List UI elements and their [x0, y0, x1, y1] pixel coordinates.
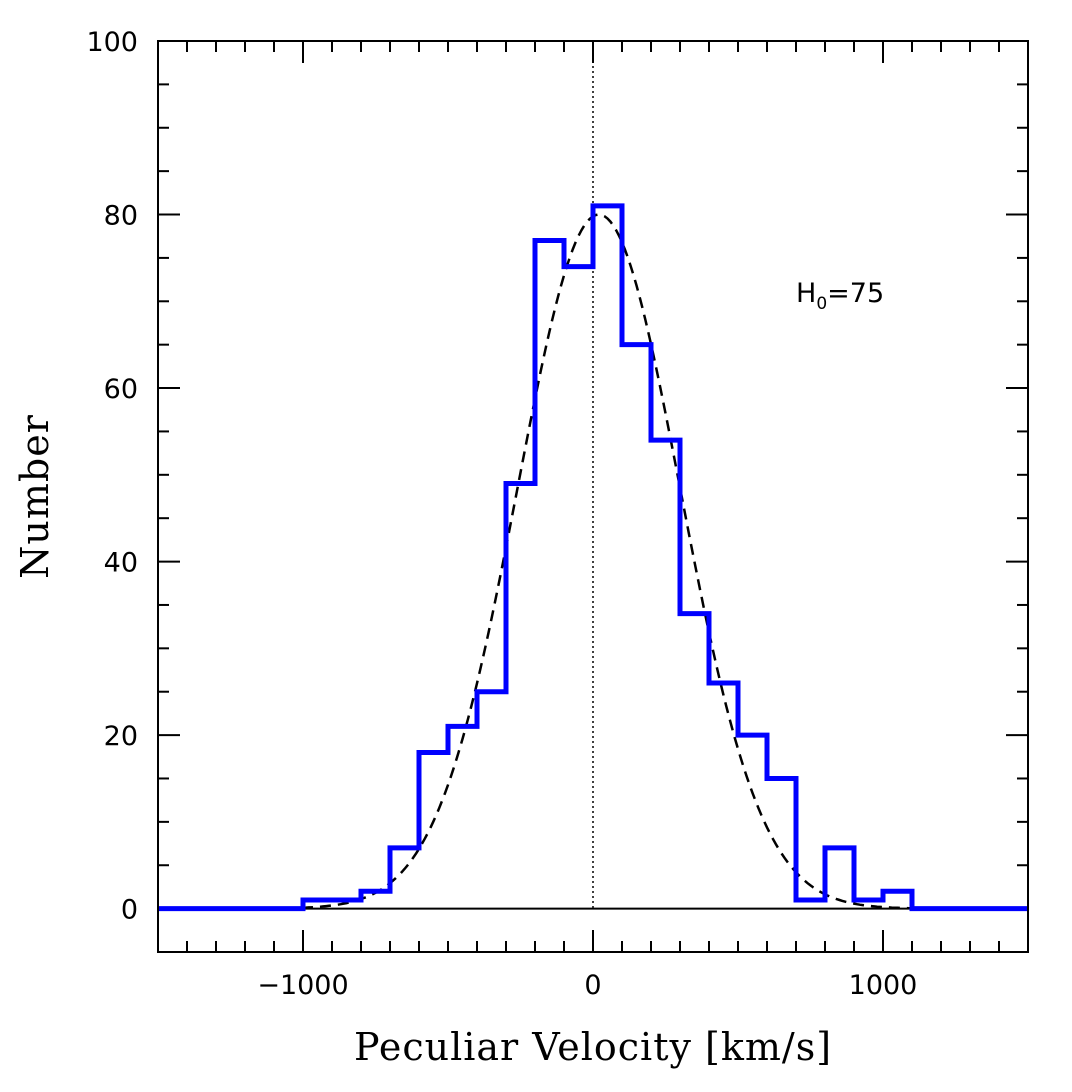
histogram-bin	[448, 726, 477, 908]
histogram-bin	[564, 267, 593, 909]
x-tick-labels: −1000 0 1000	[257, 970, 917, 1001]
y-axis-title: Number	[13, 414, 57, 579]
x-tick-label: 0	[584, 970, 601, 1001]
y-tick-label: 20	[104, 721, 138, 752]
histogram-bin	[622, 345, 651, 909]
histogram-bin	[419, 752, 448, 908]
histogram-bin	[651, 440, 680, 909]
histogram-bin	[709, 683, 738, 909]
x-tick-label: 1000	[849, 970, 918, 1001]
histogram-bin	[390, 848, 419, 909]
histogram-bin	[738, 735, 767, 909]
y-tick-label: 40	[104, 548, 138, 579]
histogram-bin	[825, 848, 854, 909]
h0-annotation-rest: =75	[827, 278, 884, 309]
x-axis-title: Peculiar Velocity [km/s]	[354, 1025, 832, 1069]
histogram-bin	[767, 778, 796, 908]
y-tick-labels: 0 20 40 60 80 100	[86, 27, 138, 926]
x-tick-label: −1000	[257, 970, 348, 1001]
histogram-bin	[332, 900, 361, 909]
histogram-bin	[796, 900, 825, 909]
histogram-series	[158, 203, 1028, 912]
histogram-bin	[506, 483, 535, 908]
y-tick-label: 100	[86, 27, 138, 58]
histogram-outline	[158, 203, 1028, 912]
y-tick-label: 60	[104, 374, 138, 405]
histogram-bin	[854, 900, 883, 909]
histogram-bin	[477, 692, 506, 909]
histogram-bin	[883, 891, 912, 908]
histogram-bin	[680, 614, 709, 909]
h0-annotation: H0=75	[796, 278, 884, 314]
h0-annotation-main: H	[796, 278, 816, 309]
y-tick-label: 80	[104, 201, 138, 232]
histogram-bin	[361, 891, 390, 908]
histogram-bin	[303, 900, 332, 909]
h0-annotation-sub: 0	[816, 294, 827, 314]
histogram-bin	[535, 241, 564, 909]
plot-frame	[157, 40, 1029, 953]
histogram-bin	[593, 206, 622, 909]
y-tick-label: 0	[121, 895, 138, 926]
